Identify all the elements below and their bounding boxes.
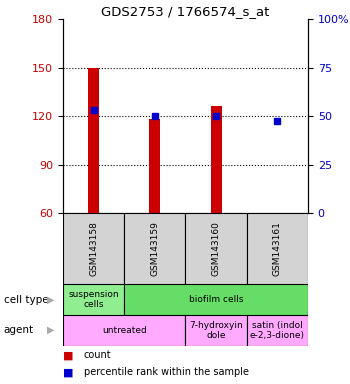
Text: GSM143158: GSM143158 — [89, 221, 98, 276]
Text: GSM143159: GSM143159 — [150, 221, 159, 276]
Bar — [63, 315, 186, 346]
Text: ■: ■ — [63, 367, 74, 377]
Text: ▶: ▶ — [47, 325, 55, 335]
Bar — [63, 213, 124, 284]
Text: GSM143161: GSM143161 — [273, 221, 282, 276]
Text: untreated: untreated — [102, 326, 147, 335]
Title: GDS2753 / 1766574_s_at: GDS2753 / 1766574_s_at — [101, 5, 270, 18]
Bar — [186, 213, 247, 284]
Bar — [149, 119, 160, 213]
Bar — [88, 68, 99, 213]
Bar — [124, 284, 308, 315]
Text: GSM143160: GSM143160 — [212, 221, 220, 276]
Bar — [247, 315, 308, 346]
Text: biofilm cells: biofilm cells — [189, 295, 243, 304]
Text: ▶: ▶ — [47, 295, 55, 305]
Text: 7-hydroxyin
dole: 7-hydroxyin dole — [189, 321, 243, 340]
Text: cell type: cell type — [4, 295, 48, 305]
Bar — [63, 284, 124, 315]
Text: count: count — [84, 350, 112, 360]
Bar — [247, 213, 308, 284]
Text: ■: ■ — [63, 350, 74, 360]
Bar — [211, 106, 222, 213]
Bar — [186, 315, 247, 346]
Bar — [124, 213, 186, 284]
Text: agent: agent — [4, 325, 34, 335]
Text: satin (indol
e-2,3-dione): satin (indol e-2,3-dione) — [250, 321, 305, 340]
Text: percentile rank within the sample: percentile rank within the sample — [84, 367, 249, 377]
Text: suspension
cells: suspension cells — [68, 290, 119, 309]
